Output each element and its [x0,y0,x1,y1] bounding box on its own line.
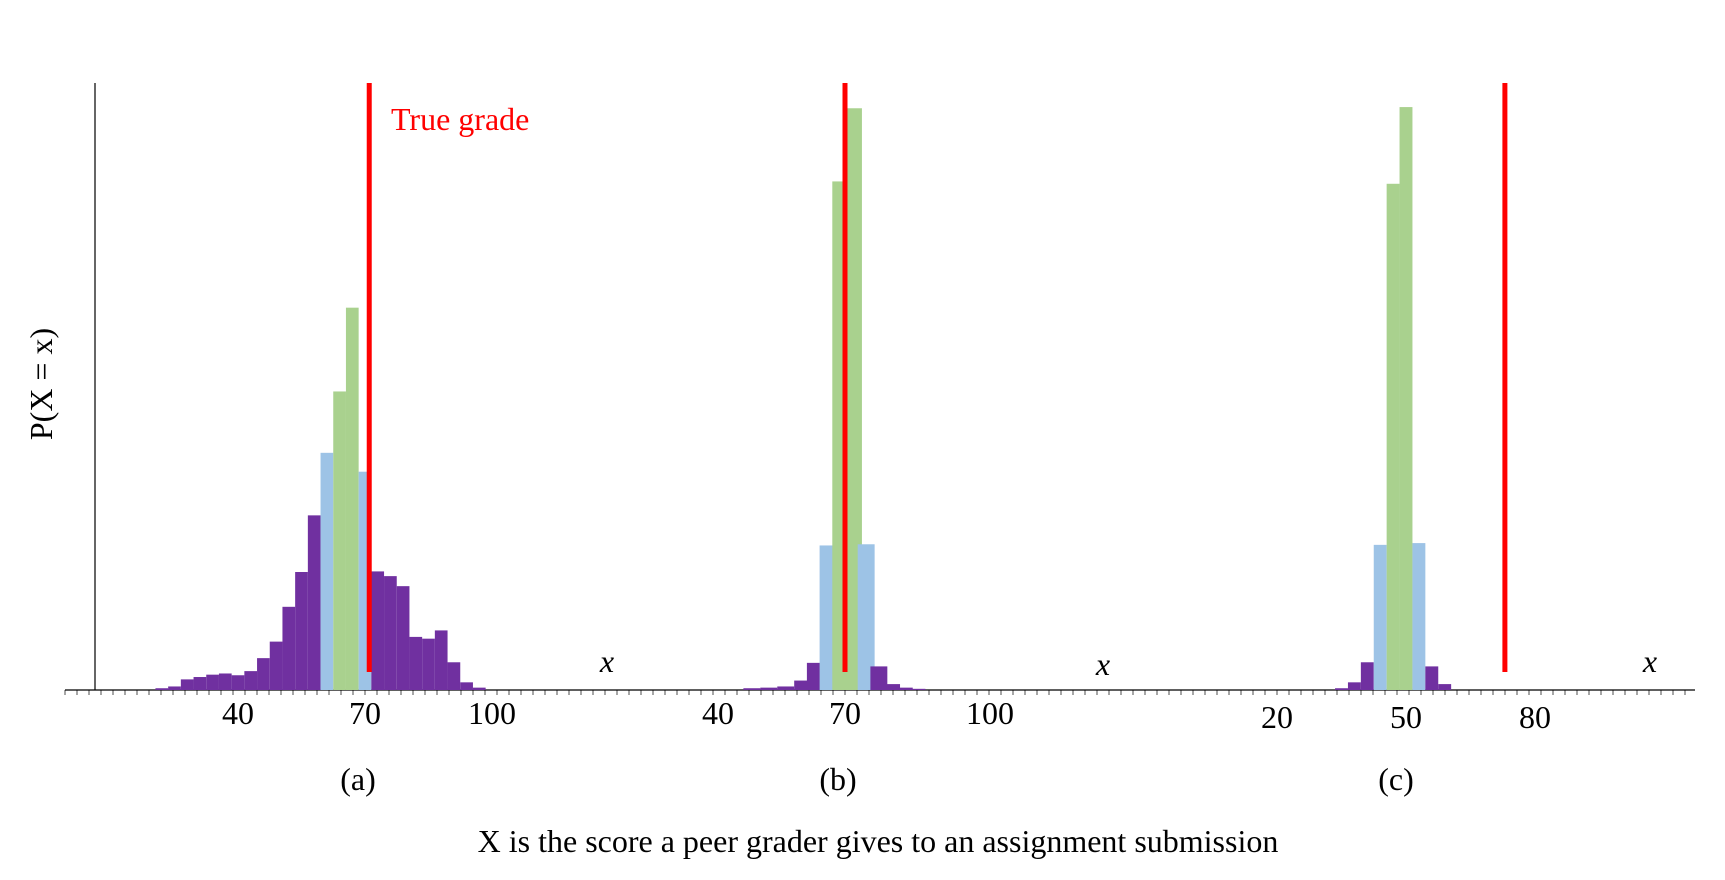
bar [206,674,219,690]
x-tick-label: 100 [966,695,1014,731]
bar [857,544,875,690]
bar [257,658,270,690]
bar [743,688,761,690]
bar [396,586,410,690]
panel-c: 20 50 80 x (c) [1261,83,1657,797]
bar [345,307,359,690]
bar [180,679,194,690]
bar [908,688,926,690]
bar [155,688,169,690]
panels: 40 70 100 x (a) 40 70 100 x (b) 20 50 80 x (c) [155,83,1657,797]
bar [218,673,232,690]
bar [231,675,245,690]
bar [168,686,181,690]
bar [1438,684,1452,690]
bar [1373,544,1387,690]
x-axis-symbol: x [599,643,614,679]
x-tick-label: 80 [1519,699,1551,735]
x-tick-label: 50 [1390,699,1422,735]
bar [870,666,888,690]
bar [371,571,385,690]
x-tick-label: 70 [349,695,381,731]
bar [777,686,795,690]
bar [1386,183,1400,690]
panel-label: (a) [340,761,376,797]
annotation-true-grade: True grade [391,101,529,137]
x-tick-label: 40 [702,695,734,731]
panel-label: (c) [1378,761,1414,797]
bar [1425,666,1439,690]
bar [895,687,913,690]
y-axis-label: P(X = x) [23,328,59,440]
bar [460,682,473,690]
panel-b: 40 70 100 x (b) [702,83,1110,797]
bar [434,630,448,690]
bar [1412,543,1426,690]
bar [244,671,258,690]
bar [472,687,486,690]
x-tick-label: 70 [829,695,861,731]
bar [295,572,308,690]
panel-a: 40 70 100 x (a) [155,83,614,797]
bar [384,576,397,690]
bar [806,662,824,690]
bar [1360,662,1374,690]
x-axis-minor-ticks [64,690,1686,695]
bar [845,108,862,690]
bar [447,662,461,690]
x-axis-symbol: x [1642,643,1657,679]
bar [320,452,334,690]
bar [1347,682,1361,690]
bar [193,677,207,690]
bar [760,687,778,690]
bar [1335,688,1348,690]
bar [422,638,435,690]
bar [883,684,901,690]
x-tick-label: 100 [468,695,516,731]
x-axis-title: X is the score a peer grader gives to an… [478,823,1279,859]
bar [333,391,346,690]
bar [1399,107,1413,690]
x-tick-label: 40 [222,695,254,731]
bar [819,545,837,690]
x-axis-symbol: x [1095,646,1110,682]
bar [307,515,321,690]
bar [282,606,296,690]
bar [794,680,812,690]
panel-label: (b) [819,761,856,797]
bar [269,641,283,690]
x-tick-label: 20 [1261,699,1293,735]
bar [409,636,423,690]
